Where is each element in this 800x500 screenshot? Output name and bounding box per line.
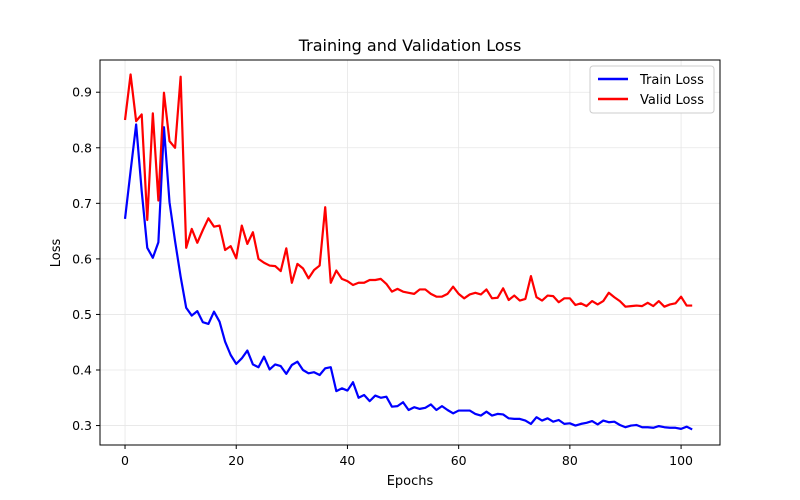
x-tick-label: 20 [228, 453, 244, 468]
y-tick-label: 0.8 [72, 140, 92, 155]
y-axis-ticks: 0.3 0.4 0.5 0.6 0.7 0.8 0.9 [72, 85, 100, 433]
x-axis-label: Epochs [387, 474, 434, 489]
legend-valid-label: Valid Loss [640, 93, 704, 108]
x-tick-label: 100 [669, 453, 693, 468]
plot-frame [99, 59, 721, 446]
x-tick-label: 0 [121, 453, 129, 468]
y-tick-label: 0.7 [72, 196, 92, 211]
legend-train-label: Train Loss [639, 73, 704, 88]
train-loss-line [123, 123, 693, 431]
y-tick-label: 0.6 [72, 251, 92, 266]
series-lines [123, 73, 693, 431]
x-axis-ticks: 0 20 40 60 80 100 [121, 445, 693, 468]
chart-title: Training and Validation Loss [298, 36, 522, 55]
y-tick-label: 0.9 [72, 85, 92, 100]
y-tick-label: 0.3 [72, 418, 92, 433]
x-tick-label: 60 [451, 453, 467, 468]
y-tick-label: 0.4 [72, 363, 92, 378]
x-tick-label: 40 [339, 453, 355, 468]
y-axis-label: Loss [49, 239, 64, 268]
y-tick-label: 0.5 [72, 307, 92, 322]
valid-loss-line [123, 73, 693, 308]
x-tick-label: 80 [562, 453, 578, 468]
legend: Train Loss Valid Loss [589, 65, 715, 114]
